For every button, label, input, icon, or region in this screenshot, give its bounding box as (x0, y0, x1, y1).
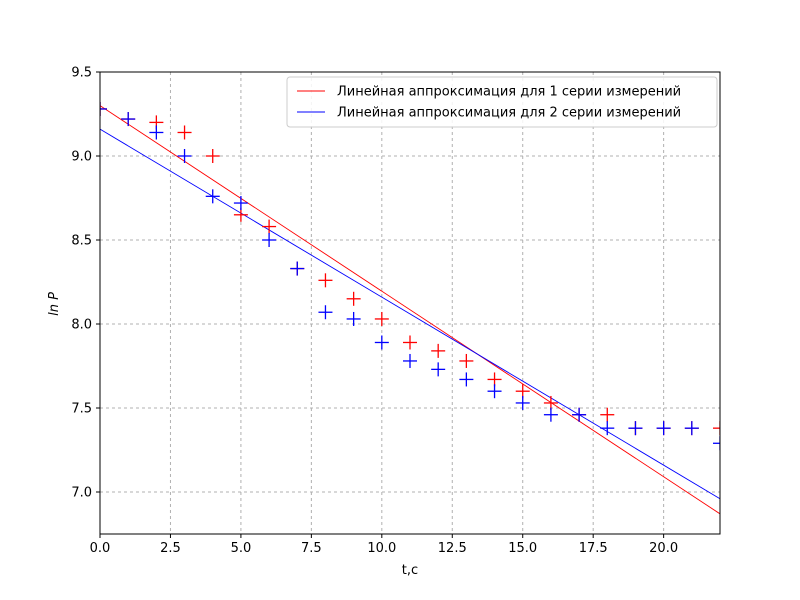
data-point (346, 291, 361, 306)
data-point (431, 343, 446, 358)
plot-frame (99, 71, 721, 535)
y-tick-label: 8.5 (71, 234, 92, 249)
x-axis-label: t,c (402, 563, 418, 578)
data-point (543, 395, 558, 410)
data-point (346, 311, 361, 326)
legend-label: Линейная аппроксимация для 1 серии измер… (337, 85, 681, 100)
legend-box (286, 76, 718, 128)
data-point (262, 233, 277, 247)
y-tick-label: 9.5 (71, 66, 92, 81)
x-tick-label: 7.5 (301, 541, 322, 556)
fit-line (100, 105, 720, 515)
legend-label: Линейная аппроксимация для 2 серии измер… (337, 106, 681, 121)
data-point (177, 125, 192, 140)
data-point (515, 395, 530, 410)
data-point (487, 372, 502, 387)
y-tick-label: 7.0 (71, 486, 92, 501)
data-point (403, 353, 417, 368)
x-tick-label: 5.0 (231, 541, 252, 556)
data-point (459, 353, 474, 368)
data-point (572, 407, 587, 422)
x-tick-label: 20.0 (649, 541, 678, 556)
data-point (628, 421, 643, 436)
data-point (149, 125, 164, 140)
x-tick-label: 0.0 (90, 541, 111, 556)
data-point (656, 421, 671, 436)
data-point (121, 112, 136, 127)
y-tick-label: 7.5 (71, 402, 92, 417)
data-point (459, 372, 474, 387)
data-point (487, 384, 502, 399)
data-point (100, 101, 107, 116)
data-points (100, 101, 720, 451)
x-tick-label: 17.5 (579, 541, 608, 556)
data-point (515, 384, 530, 399)
x-axis: 0.0 2.5 5.0 7.5 10.0 12.5 15.0 17.5 20.0 (90, 534, 678, 556)
y-tick-label: 9.0 (71, 150, 92, 165)
y-axis-label: ln P (47, 292, 62, 316)
data-point (713, 436, 720, 451)
data-point (600, 421, 615, 436)
x-tick-label: 15.0 (508, 541, 537, 556)
data-point (205, 149, 220, 163)
data-point (600, 407, 615, 422)
fit-line (100, 128, 720, 500)
data-point (713, 421, 720, 436)
fit-lines (100, 105, 720, 515)
grid (99, 71, 720, 534)
y-tick-label: 8.0 (71, 318, 92, 333)
data-point (374, 335, 389, 350)
x-tick-label: 2.5 (160, 541, 181, 556)
data-point (684, 421, 699, 436)
data-point (262, 219, 277, 234)
data-point (543, 407, 558, 422)
y-axis: 7.0 7.5 8.0 8.5 9.0 9.5 (71, 66, 100, 501)
x-tick-label: 10.0 (367, 541, 396, 556)
data-point (177, 149, 192, 163)
data-point (374, 311, 389, 326)
data-point (431, 362, 446, 377)
data-point (318, 273, 333, 288)
legend: Линейная аппроксимация для 1 серии измер… (286, 76, 718, 128)
data-point (290, 261, 305, 276)
data-point (403, 335, 417, 350)
data-point (318, 305, 333, 320)
x-tick-label: 12.5 (438, 541, 467, 556)
data-point (233, 207, 248, 222)
data-point (205, 189, 220, 204)
data-point (233, 196, 248, 211)
